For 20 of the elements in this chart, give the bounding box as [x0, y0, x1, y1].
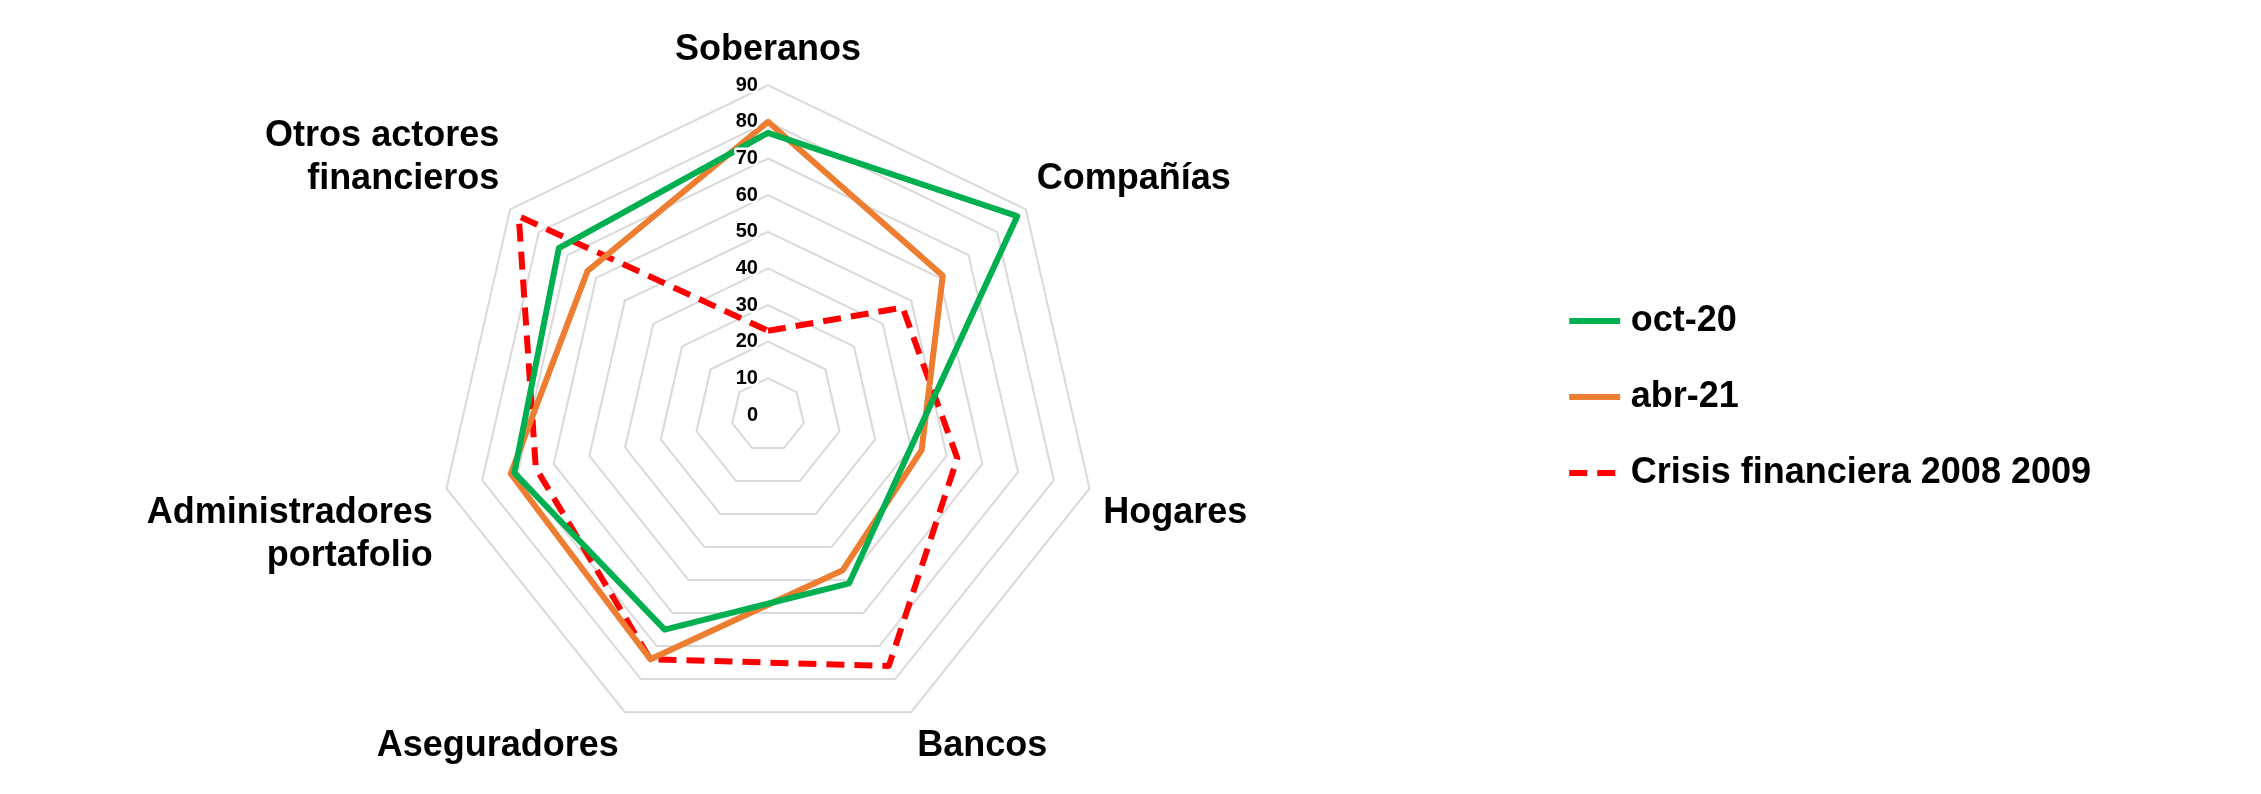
spoke-label: Administradores portafolio	[146, 490, 433, 575]
y-tick-label: 10	[735, 365, 758, 388]
spoke-label: Soberanos	[674, 26, 862, 68]
y-tick-label: 30	[735, 292, 758, 315]
legend-label: oct-20	[1630, 297, 1737, 339]
spoke-label: Hogares	[1103, 490, 1248, 532]
y-tick-label: 40	[735, 255, 758, 278]
y-tick-label: 60	[735, 182, 758, 205]
spoke-label: Otros actores financieros	[265, 112, 500, 197]
y-tick-label: 0	[746, 402, 758, 425]
y-tick-label: 80	[735, 109, 758, 132]
y-tick-label: 70	[735, 146, 758, 168]
y-tick-label: 20	[735, 329, 758, 352]
legend-label: Crisis financiera 2008 2009	[1630, 449, 2092, 491]
legend-label: abr-21	[1630, 373, 1739, 415]
spoke-label: Compañías	[1036, 155, 1231, 197]
spoke-label: Aseguradores	[376, 723, 619, 765]
spoke-label: Bancos	[917, 723, 1048, 765]
y-tick-label: 50	[735, 219, 758, 242]
y-tick-label: 90	[735, 72, 758, 95]
